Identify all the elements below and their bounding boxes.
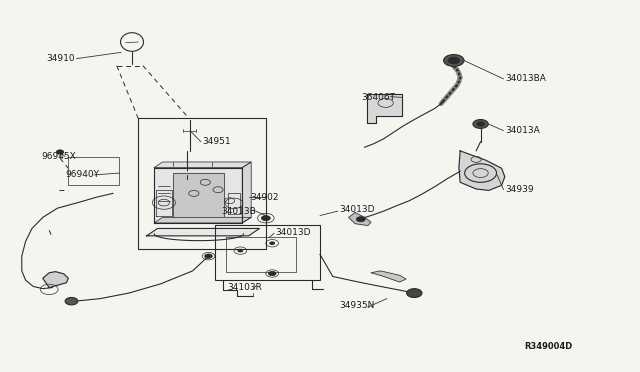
Circle shape: [65, 298, 78, 305]
Polygon shape: [371, 271, 406, 282]
Bar: [215, 225, 320, 280]
Text: 96945X: 96945X: [41, 152, 76, 161]
Polygon shape: [243, 162, 251, 223]
Circle shape: [205, 254, 212, 259]
Text: 34013A: 34013A: [505, 126, 540, 135]
Circle shape: [238, 249, 243, 252]
Text: 34103R: 34103R: [228, 283, 262, 292]
Circle shape: [406, 289, 422, 298]
Text: 34013B: 34013B: [221, 207, 256, 217]
Text: 36406T: 36406T: [362, 93, 396, 102]
Polygon shape: [367, 94, 401, 123]
Circle shape: [477, 122, 484, 126]
Text: 34902: 34902: [250, 193, 278, 202]
Text: 34951: 34951: [202, 137, 231, 146]
Polygon shape: [459, 151, 505, 190]
Polygon shape: [173, 173, 225, 217]
Text: 34013D: 34013D: [275, 228, 311, 237]
Circle shape: [56, 150, 64, 154]
Text: 34939: 34939: [505, 185, 533, 194]
Text: 34910: 34910: [46, 54, 75, 63]
Text: 34935N: 34935N: [339, 301, 374, 311]
Polygon shape: [147, 228, 259, 236]
Text: 96940Y: 96940Y: [65, 170, 99, 179]
Bar: [227, 237, 296, 272]
Polygon shape: [154, 162, 251, 167]
Circle shape: [268, 271, 276, 276]
Polygon shape: [43, 272, 68, 288]
Text: 34013D: 34013D: [339, 205, 374, 215]
Circle shape: [444, 55, 464, 66]
Circle shape: [261, 215, 270, 221]
Polygon shape: [154, 217, 251, 223]
Polygon shape: [154, 167, 243, 223]
Text: R349004D: R349004D: [524, 342, 572, 351]
Text: 34013BA: 34013BA: [505, 74, 546, 83]
Circle shape: [269, 242, 275, 245]
Circle shape: [473, 119, 488, 128]
Polygon shape: [349, 212, 371, 225]
Circle shape: [448, 57, 460, 64]
Bar: [138, 118, 266, 249]
Circle shape: [356, 217, 365, 222]
Bar: [68, 157, 119, 185]
